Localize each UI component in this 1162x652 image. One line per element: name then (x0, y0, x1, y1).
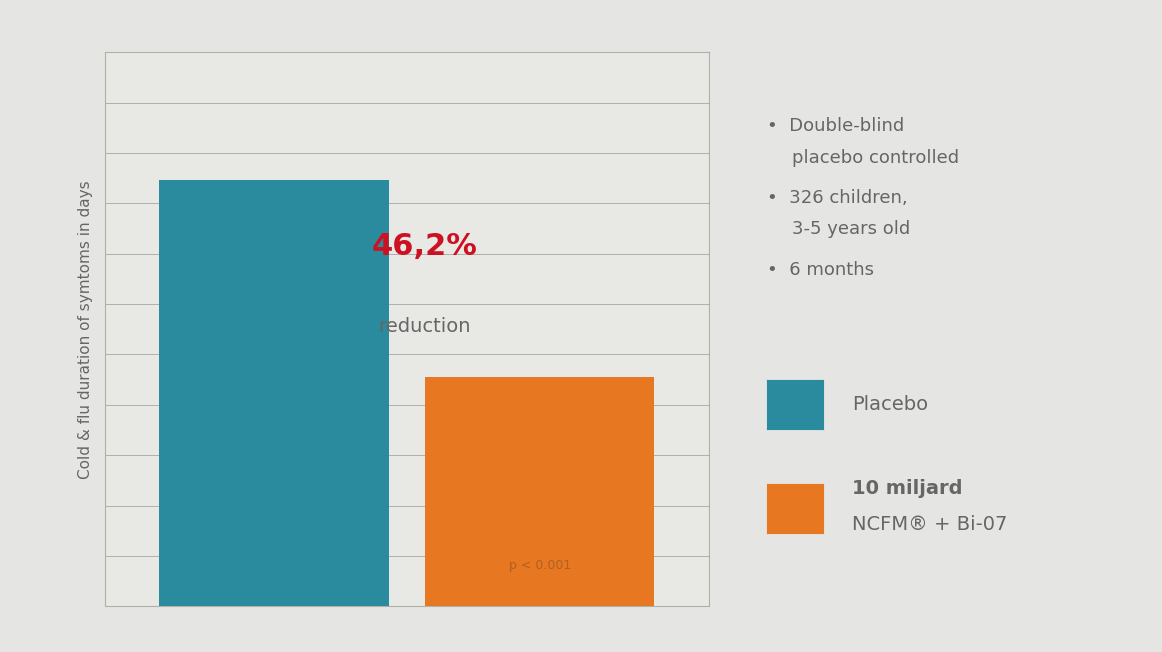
Text: Placebo: Placebo (852, 394, 928, 414)
Y-axis label: Cold & flu duration of symtoms in days: Cold & flu duration of symtoms in days (79, 180, 93, 479)
Text: 10 miljard: 10 miljard (852, 479, 962, 499)
Text: NCFM® + Bi-07: NCFM® + Bi-07 (852, 515, 1007, 535)
Text: •  6 months: • 6 months (767, 261, 874, 279)
Text: placebo controlled: placebo controlled (792, 149, 960, 167)
Text: •  326 children,: • 326 children, (767, 189, 908, 207)
Text: 46,2%: 46,2% (372, 233, 478, 261)
Text: 3-5 years old: 3-5 years old (792, 220, 911, 239)
Text: reduction: reduction (379, 317, 471, 336)
Text: p < 0.001: p < 0.001 (509, 559, 571, 572)
Bar (159, 180, 388, 606)
Text: •  Double-blind: • Double-blind (767, 117, 904, 136)
Bar (425, 377, 654, 606)
